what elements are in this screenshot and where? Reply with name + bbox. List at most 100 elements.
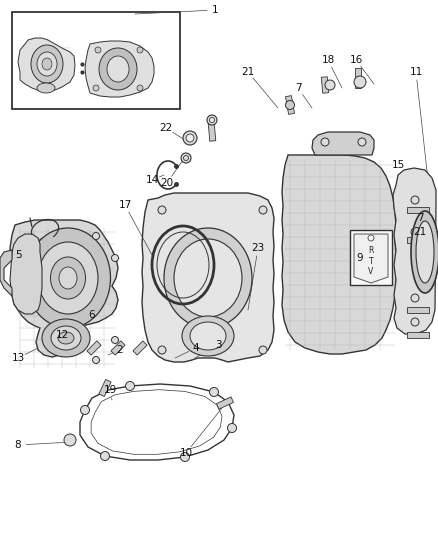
Ellipse shape [37,52,57,76]
Text: 16: 16 [349,55,362,65]
Ellipse shape [320,138,328,146]
Ellipse shape [107,56,129,82]
Ellipse shape [92,232,99,239]
Ellipse shape [209,117,214,123]
Text: 18: 18 [321,55,334,65]
Bar [349,230,391,285]
Text: 10: 10 [179,448,192,458]
Polygon shape [18,38,75,91]
Text: 1: 1 [211,5,218,15]
Polygon shape [392,168,435,334]
Text: 9: 9 [356,253,363,263]
Ellipse shape [58,332,74,344]
Text: 19: 19 [103,385,117,395]
Text: 23: 23 [251,243,264,253]
Ellipse shape [209,387,218,397]
Polygon shape [406,332,428,338]
Polygon shape [10,220,118,357]
Ellipse shape [410,196,418,204]
Polygon shape [406,307,428,313]
Ellipse shape [367,235,373,241]
Text: 2: 2 [117,345,123,355]
Ellipse shape [258,346,266,354]
Polygon shape [354,68,360,88]
Ellipse shape [42,58,52,70]
Text: 22: 22 [159,123,172,133]
Ellipse shape [415,221,433,283]
Polygon shape [281,155,396,354]
Text: 3: 3 [214,340,221,350]
Ellipse shape [410,228,418,236]
Ellipse shape [164,228,251,328]
Ellipse shape [227,424,236,432]
Ellipse shape [95,47,101,53]
Ellipse shape [80,406,89,415]
Ellipse shape [180,153,191,163]
Ellipse shape [410,318,418,326]
Bar [12,12,180,109]
Polygon shape [133,341,147,355]
Ellipse shape [100,451,109,461]
Ellipse shape [37,83,55,93]
Ellipse shape [410,294,418,302]
Text: 7: 7 [294,83,300,93]
Polygon shape [216,397,233,409]
Ellipse shape [158,346,166,354]
Ellipse shape [410,211,438,293]
Polygon shape [285,95,294,115]
Polygon shape [141,193,273,362]
Ellipse shape [59,267,77,289]
Polygon shape [99,379,111,397]
Ellipse shape [186,134,194,142]
Polygon shape [406,237,428,243]
Ellipse shape [125,382,134,391]
Ellipse shape [25,228,110,328]
Text: 20: 20 [160,178,173,188]
Text: R
T
V: R T V [367,246,373,276]
Ellipse shape [31,45,63,83]
Polygon shape [353,234,387,283]
Text: 7: 7 [416,213,422,223]
Ellipse shape [64,434,76,446]
Polygon shape [85,41,154,97]
Ellipse shape [137,85,143,91]
Text: 12: 12 [55,330,68,340]
Polygon shape [208,123,215,141]
Text: 8: 8 [14,440,21,450]
Polygon shape [87,341,101,355]
Ellipse shape [357,138,365,146]
Ellipse shape [92,357,99,364]
Ellipse shape [38,242,98,314]
Polygon shape [311,132,373,155]
Ellipse shape [111,254,118,262]
Text: 6: 6 [88,310,95,320]
Ellipse shape [99,48,137,90]
Text: 11: 11 [409,67,422,77]
Text: 5: 5 [14,250,21,260]
Text: 21: 21 [241,67,254,77]
Ellipse shape [111,336,118,343]
Ellipse shape [180,453,189,462]
Text: 17: 17 [118,200,131,210]
Ellipse shape [285,101,294,109]
Polygon shape [0,250,12,296]
Ellipse shape [190,322,226,350]
Ellipse shape [137,47,143,53]
Polygon shape [111,341,125,355]
Ellipse shape [173,239,241,317]
Ellipse shape [183,131,197,145]
Ellipse shape [51,326,81,350]
Text: 15: 15 [391,160,404,170]
Ellipse shape [42,319,90,357]
Polygon shape [321,77,328,93]
Polygon shape [10,234,42,314]
Ellipse shape [182,316,233,356]
Text: 13: 13 [11,353,25,363]
Ellipse shape [93,85,99,91]
Text: 14: 14 [145,175,158,185]
Text: 21: 21 [413,227,426,237]
Ellipse shape [50,257,85,299]
Ellipse shape [353,76,365,88]
Ellipse shape [158,206,166,214]
Ellipse shape [258,206,266,214]
